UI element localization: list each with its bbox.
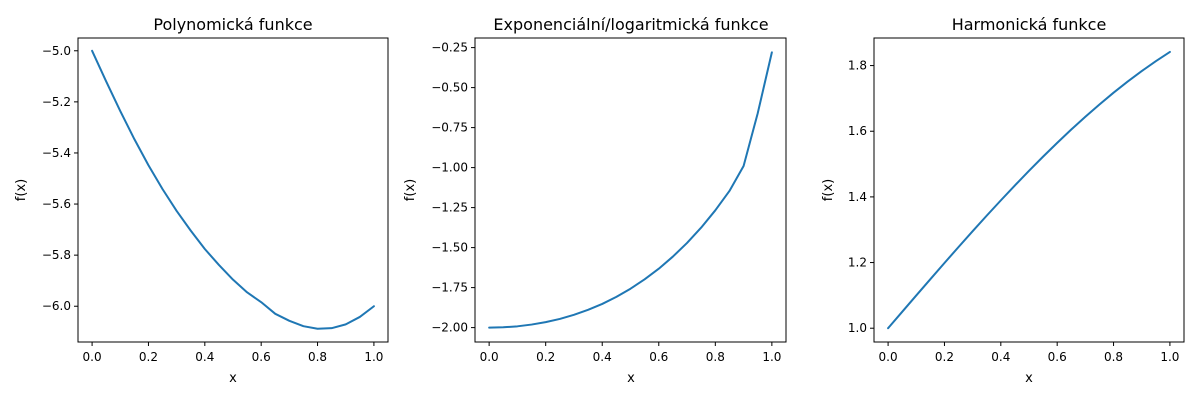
- y-tick-label: −0.50: [431, 81, 468, 95]
- subplot-title: Harmonická funkce: [952, 15, 1107, 34]
- y-tick-label: −2.00: [431, 321, 468, 335]
- y-tick-label: 1.2: [848, 256, 867, 270]
- y-tick-label: 1.6: [848, 124, 867, 138]
- y-tick-label: −5.4: [42, 146, 71, 160]
- x-tick-label: 1.0: [1160, 350, 1179, 364]
- x-tick-label: 0.6: [252, 350, 271, 364]
- y-tick-label: 1.8: [848, 59, 867, 73]
- subplot-title: Polynomická funkce: [153, 15, 312, 34]
- x-tick-label: 0.8: [1104, 350, 1123, 364]
- x-tick-label: 0.4: [593, 350, 612, 364]
- subplot-polynomial: Polynomická funkce x f(x) 0.0 0.2 0.4 0.6 0.…: [14, 15, 389, 386]
- x-tick-label: 0.2: [139, 350, 158, 364]
- y-tick-label: −5.2: [42, 95, 71, 109]
- plot-frame: [77, 37, 389, 343]
- y-tick-label: −5.8: [42, 248, 71, 262]
- x-tick-label: 0.0: [480, 350, 499, 364]
- y-tick-label: −1.75: [431, 281, 468, 295]
- y-tick-label: 1.4: [848, 190, 867, 204]
- plot-frame: [474, 37, 787, 343]
- x-tick-label: 1.0: [762, 350, 781, 364]
- y-axis-label: f(x): [14, 179, 29, 201]
- x-axis-label: x: [1025, 371, 1033, 386]
- subplot-exponential: Exponenciální/logaritmická funkce x f(x)…: [403, 15, 787, 386]
- x-tick-label: 0.8: [706, 350, 725, 364]
- series-line-0: [887, 50, 1171, 330]
- y-tick-label: −6.0: [42, 299, 71, 313]
- x-tick-label: 0.0: [83, 350, 102, 364]
- y-tick-label: −1.00: [431, 161, 468, 175]
- y-axis-label: f(x): [403, 179, 418, 201]
- x-tick-label: 0.4: [991, 350, 1010, 364]
- x-tick-label: 0.6: [649, 350, 668, 364]
- x-tick-label: 1.0: [364, 350, 383, 364]
- y-tick-label: −1.50: [431, 241, 468, 255]
- y-tick-label: −5.0: [42, 44, 71, 58]
- x-tick-label: 0.0: [879, 350, 898, 364]
- x-tick-label: 0.2: [935, 350, 954, 364]
- x-axis-label: x: [627, 371, 635, 386]
- y-tick-label: −0.25: [431, 41, 468, 55]
- plot-frame: [873, 37, 1185, 343]
- y-axis-label: f(x): [821, 179, 836, 201]
- y-tick-label: −1.25: [431, 201, 468, 215]
- y-tick-label: 1.0: [848, 321, 867, 335]
- subplot-harmonic: Harmonická funkce x f(x) 0.0 0.2 0.4 0.6 0.8…: [821, 15, 1185, 386]
- x-tick-label: 0.8: [308, 350, 327, 364]
- x-tick-label: 0.2: [536, 350, 555, 364]
- series-line-0: [488, 51, 773, 329]
- x-tick-label: 0.4: [195, 350, 214, 364]
- subplot-title: Exponenciální/logaritmická funkce: [493, 15, 768, 34]
- x-tick-label: 0.6: [1048, 350, 1067, 364]
- series-line-0: [91, 49, 375, 330]
- y-tick-label: −5.6: [42, 197, 71, 211]
- y-tick-label: −0.75: [431, 121, 468, 135]
- x-axis-label: x: [229, 371, 237, 386]
